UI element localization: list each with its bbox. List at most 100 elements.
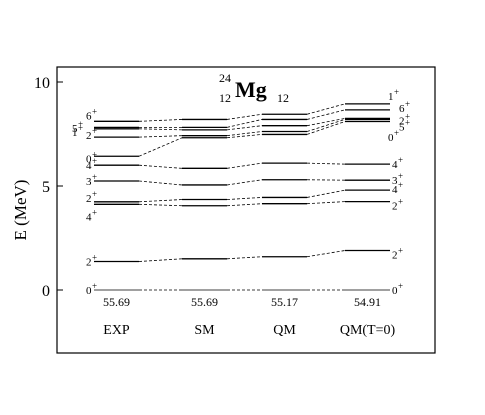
ground-state-energy-label: 55.69 [191,295,218,309]
y-tick-label: 10 [34,75,50,92]
spin-label: 3 + [392,171,403,187]
parity-sign: + [92,281,97,291]
column-labels: 55.69 EXP 55.69 SM 55.17 QM 54.91 QM(T=0) [103,295,395,338]
ground-state-energy-label: 55.17 [271,295,298,309]
y-tick-label: 0 [42,283,50,300]
parity-sign: + [405,99,410,109]
level-connector [226,125,263,131]
parity-sign: + [92,207,97,217]
spin-label: 4 + [392,180,403,196]
level-connector [306,121,346,135]
parity-sign: + [92,149,97,159]
spin-value: 3 [86,176,92,188]
spin-value: 2 [399,115,405,127]
spin-label: 2 + [86,126,97,142]
spin-value: 6 [399,103,405,115]
spin-value: 1 [388,91,394,103]
parity-sign: + [92,189,97,199]
parity-sign: + [405,111,410,121]
spin-label: 0 + [392,281,403,297]
level-connector [138,199,183,203]
spin-label: 4 + [86,207,97,223]
level-connector [306,118,346,127]
spin-label: 4 + [86,156,97,172]
level-connector [226,197,263,200]
column-name: EXP [103,323,130,338]
parity-sign: + [92,156,97,166]
spin-value: 5 [399,122,405,134]
ground-state-energy-label: 54.91 [354,295,381,309]
parity-sign: + [92,253,97,263]
level-connector [306,162,346,165]
column-name: SM [194,323,215,338]
ground-state-energy-label: 55.69 [103,295,130,309]
level-connector [226,179,263,186]
level-connector [306,109,346,120]
spin-value: 6 [86,110,92,122]
spin-value: 0 [86,153,92,165]
column-name: QM [273,323,296,338]
spin-value: 4 [86,160,92,172]
parity-sign: + [78,123,83,133]
level-connector [138,180,183,186]
spin-label: 0 + [86,149,97,165]
level-connector [306,250,346,258]
title-mass-number: 24 [219,71,231,85]
parity-sign: + [398,155,403,165]
parity-sign: + [92,172,97,182]
title-element-symbol: Mg [235,77,267,102]
spin-value: 2 [86,193,92,205]
level-connector [226,113,263,120]
y-axis-label: E (MeV) [11,180,30,241]
spin-label: 2 + [399,111,410,127]
parity-sign: + [78,119,83,129]
spin-label: 6 + [86,106,97,122]
level-connector [226,134,263,139]
level-connector [138,164,183,169]
title-proton-number: 12 [219,91,231,105]
spin-value: 5 [72,123,78,135]
level-connector [138,128,183,131]
spin-label: 2 + [86,253,97,269]
parity-sign: + [398,171,403,181]
level-connector [226,203,263,207]
title-neutron-number: 12 [277,91,289,105]
level-connector [306,201,346,205]
spin-value: 2 [86,130,92,142]
column-name: QM(T=0) [340,323,396,338]
spin-label: 0 + [86,281,97,297]
level-connector [138,203,183,207]
level-connector [138,119,183,122]
spin-label: 2 + [392,197,403,213]
parity-sign: + [398,245,403,255]
spin-value: 0 [392,285,398,297]
level-connector [226,256,263,260]
y-tick-label: 5 [42,179,50,196]
spin-labels: 0 +2 +4 +2 +3 +4 +0 +2 +1 +5 +6 +0 +2 +2 +4 +3 +4 +0 +5 +2 +… [72,87,410,297]
spin-value: 2 [392,201,398,213]
level-connector [226,131,263,137]
parity-sign: + [405,118,410,128]
parity-sign: + [398,281,403,291]
spin-value: 0 [388,132,394,144]
level-connector [306,103,346,115]
spin-label: 1 + [388,87,399,103]
parity-sign: + [394,128,399,138]
y-axis-ticks: 0 5 10 [34,75,63,300]
spin-value: 2 [86,257,92,269]
spin-value: 4 [392,159,398,171]
level-connector [306,189,346,198]
parity-sign: + [398,197,403,207]
spin-label: 5 + [72,119,83,135]
chart-title: 24 12 Mg 12 [219,71,289,105]
parity-sign: + [92,126,97,136]
spin-label: 2 + [392,245,403,261]
level-connector [226,119,263,128]
spin-value: 4 [392,184,398,196]
spin-label: 3 + [86,172,97,188]
spin-label: 5 + [399,118,410,134]
spin-label: 4 + [392,155,403,171]
spin-label: 2 + [86,189,97,205]
spin-value: 0 [86,285,92,297]
